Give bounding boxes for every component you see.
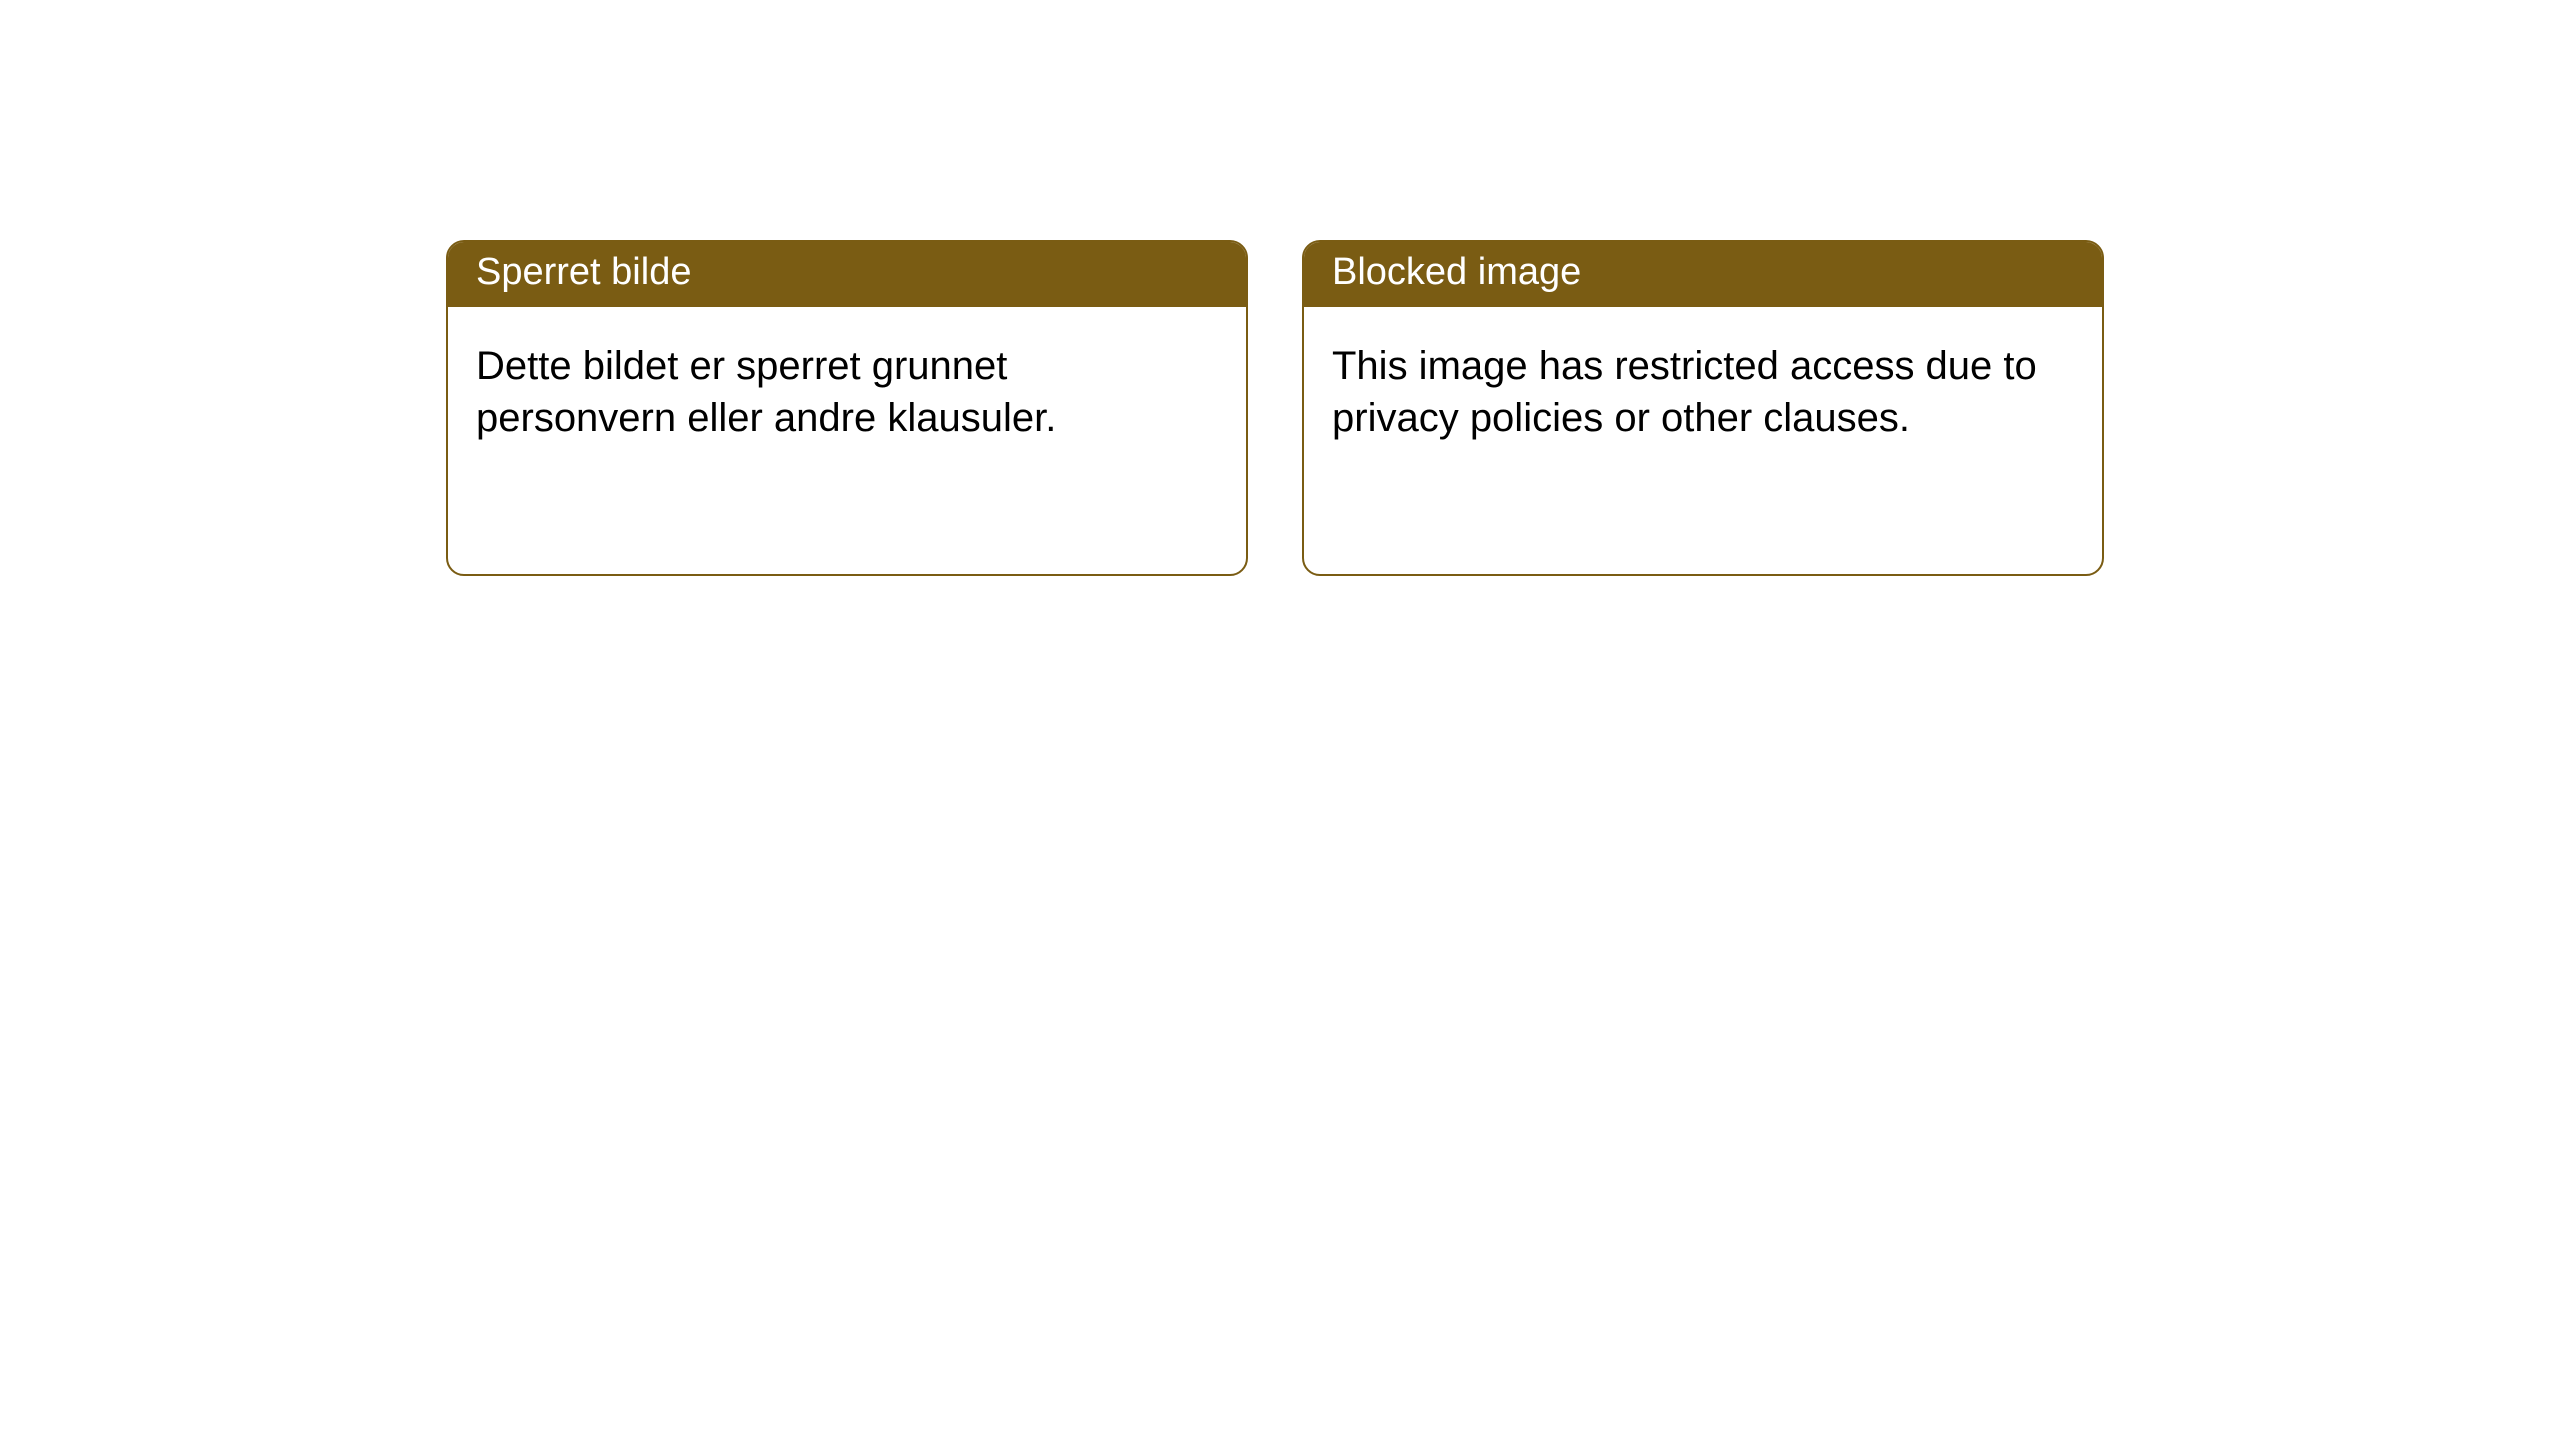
notice-container: Sperret bilde Dette bildet er sperret gr… [0,0,2560,576]
notice-body-no: Dette bildet er sperret grunnet personve… [448,307,1246,471]
notice-header-no: Sperret bilde [448,242,1246,307]
notice-card-no: Sperret bilde Dette bildet er sperret gr… [446,240,1248,576]
notice-card-en: Blocked image This image has restricted … [1302,240,2104,576]
notice-body-en: This image has restricted access due to … [1304,307,2102,471]
notice-header-en: Blocked image [1304,242,2102,307]
